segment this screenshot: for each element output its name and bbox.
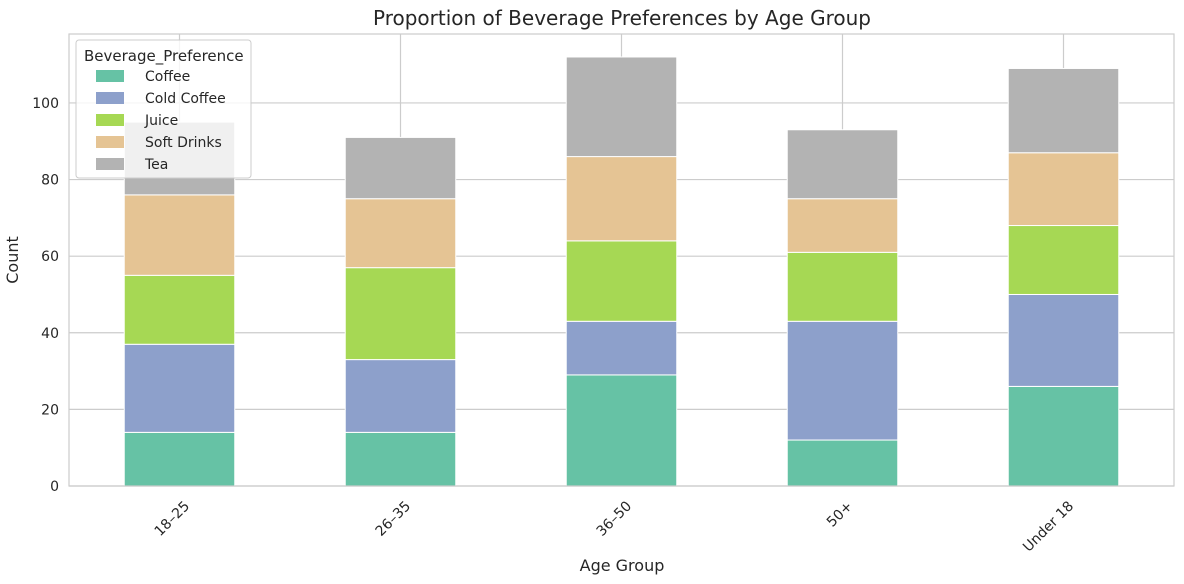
x-axis-label: Age Group <box>580 556 665 575</box>
bar-segment <box>786 129 899 200</box>
plot-frame <box>68 33 1175 487</box>
chart-title: Proportion of Beverage Preferences by Ag… <box>373 6 871 30</box>
bar-segment <box>344 136 457 200</box>
y-tick-label: 40 <box>41 326 59 342</box>
x-tick-label: Under 18 <box>1020 498 1077 555</box>
y-axis-label: Count <box>3 236 22 284</box>
bar-segment <box>1007 225 1120 295</box>
y-tick-label: 20 <box>41 402 59 418</box>
legend-swatch <box>96 92 124 104</box>
legend-swatch <box>96 114 124 126</box>
x-tick-label: 26–35 <box>373 498 414 539</box>
bar-segment <box>1007 293 1120 387</box>
bar-segment <box>565 156 678 242</box>
bar-segment <box>1007 67 1120 154</box>
bar-segment <box>344 431 457 487</box>
legend-swatch <box>96 136 124 148</box>
x-tick-labels: 18–25 26–35 36–50 50+ Under 18 <box>152 498 1077 555</box>
bar-segment <box>123 274 236 345</box>
bar-segment <box>565 240 678 322</box>
bar-segment <box>565 374 678 487</box>
bar-segment <box>344 267 457 361</box>
bar-segment <box>123 194 236 276</box>
bar-segment <box>786 320 899 441</box>
bar-segment <box>344 198 457 269</box>
legend-swatch <box>96 158 124 170</box>
legend-label: Juice <box>144 113 178 129</box>
x-tick-label: 50+ <box>824 498 856 530</box>
legend-items: Coffee Cold Coffee Juice Soft Drinks Tea <box>96 69 226 173</box>
legend-label: Coffee <box>145 69 190 85</box>
bar-segment <box>1007 385 1120 487</box>
y-tick-label: 0 <box>50 479 59 495</box>
legend-label: Cold Coffee <box>145 91 226 107</box>
bar-segment <box>786 198 899 253</box>
legend-title: Beverage_Preference <box>84 47 244 66</box>
x-tick-label: 36–50 <box>594 498 635 539</box>
bar-segment <box>786 251 899 322</box>
legend-label: Tea <box>144 157 168 173</box>
bar-segment <box>1007 152 1120 227</box>
bar-segment <box>123 343 236 433</box>
bar-segment <box>565 320 678 376</box>
legend-label: Soft Drinks <box>145 135 222 151</box>
y-tick-label: 60 <box>41 249 59 265</box>
y-tick-label: 100 <box>32 96 59 112</box>
bar-segment <box>344 359 457 433</box>
bar-segment <box>123 431 236 487</box>
legend: Beverage_Preference Coffee Cold Coffee Jui… <box>75 39 252 179</box>
bar-segment <box>786 439 899 487</box>
bars <box>123 56 1120 487</box>
bar-segment <box>565 56 678 158</box>
y-tick-label: 80 <box>41 173 59 189</box>
y-tick-labels: 0 20 40 60 80 100 <box>32 96 59 495</box>
legend-swatch <box>96 70 124 82</box>
x-tick-label: 18–25 <box>152 498 193 539</box>
